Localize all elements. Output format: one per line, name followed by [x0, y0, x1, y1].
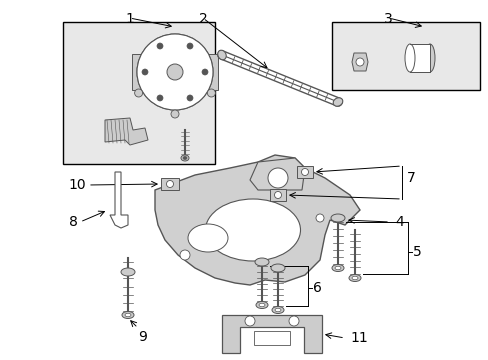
Circle shape: [186, 95, 193, 101]
Circle shape: [137, 34, 213, 110]
Ellipse shape: [351, 276, 357, 280]
Polygon shape: [351, 53, 367, 71]
Ellipse shape: [259, 303, 264, 307]
Text: 8: 8: [69, 215, 78, 229]
Polygon shape: [249, 158, 305, 190]
Ellipse shape: [122, 311, 134, 319]
Ellipse shape: [348, 274, 360, 282]
Circle shape: [157, 95, 163, 101]
Text: 2: 2: [198, 12, 207, 26]
Circle shape: [267, 168, 287, 188]
Text: 4: 4: [394, 215, 403, 229]
Circle shape: [315, 214, 324, 222]
Ellipse shape: [187, 224, 227, 252]
Bar: [296, 166, 312, 178]
Ellipse shape: [121, 268, 135, 276]
Circle shape: [274, 192, 281, 198]
Circle shape: [355, 58, 363, 66]
Ellipse shape: [181, 155, 189, 161]
Ellipse shape: [256, 302, 267, 309]
Circle shape: [288, 316, 298, 326]
Circle shape: [171, 110, 179, 118]
Ellipse shape: [424, 44, 434, 72]
Circle shape: [207, 89, 215, 97]
Circle shape: [142, 69, 148, 75]
Bar: [253, 331, 289, 345]
Ellipse shape: [125, 313, 131, 317]
Circle shape: [186, 43, 193, 49]
Ellipse shape: [334, 266, 340, 270]
Polygon shape: [222, 315, 321, 353]
Circle shape: [157, 43, 163, 49]
Circle shape: [134, 89, 142, 97]
Text: 10: 10: [68, 178, 85, 192]
Text: 7: 7: [406, 171, 415, 185]
Ellipse shape: [331, 265, 343, 271]
Bar: [269, 189, 285, 201]
Circle shape: [166, 180, 173, 188]
Circle shape: [137, 34, 213, 110]
Text: 6: 6: [312, 281, 321, 295]
Text: 1: 1: [125, 12, 134, 26]
Ellipse shape: [205, 199, 300, 261]
Bar: [331, 22, 479, 90]
Bar: [63, 22, 215, 164]
Ellipse shape: [183, 157, 186, 159]
Polygon shape: [110, 172, 128, 228]
Text: 3: 3: [384, 12, 392, 26]
Text: 5: 5: [412, 245, 421, 259]
Bar: [409, 44, 429, 72]
Ellipse shape: [271, 306, 284, 314]
Text: 11: 11: [349, 331, 367, 345]
Ellipse shape: [270, 264, 285, 272]
Circle shape: [202, 69, 207, 75]
Circle shape: [244, 316, 254, 326]
Circle shape: [180, 250, 190, 260]
Ellipse shape: [404, 44, 414, 72]
Circle shape: [167, 64, 183, 80]
Circle shape: [301, 168, 308, 175]
Ellipse shape: [332, 98, 342, 106]
Ellipse shape: [330, 214, 345, 222]
Ellipse shape: [274, 308, 281, 312]
Bar: [132, 54, 218, 90]
Ellipse shape: [217, 50, 226, 60]
Polygon shape: [105, 118, 148, 145]
Bar: [161, 178, 179, 190]
Text: 9: 9: [138, 330, 146, 344]
Polygon shape: [155, 155, 359, 285]
Ellipse shape: [254, 258, 268, 266]
